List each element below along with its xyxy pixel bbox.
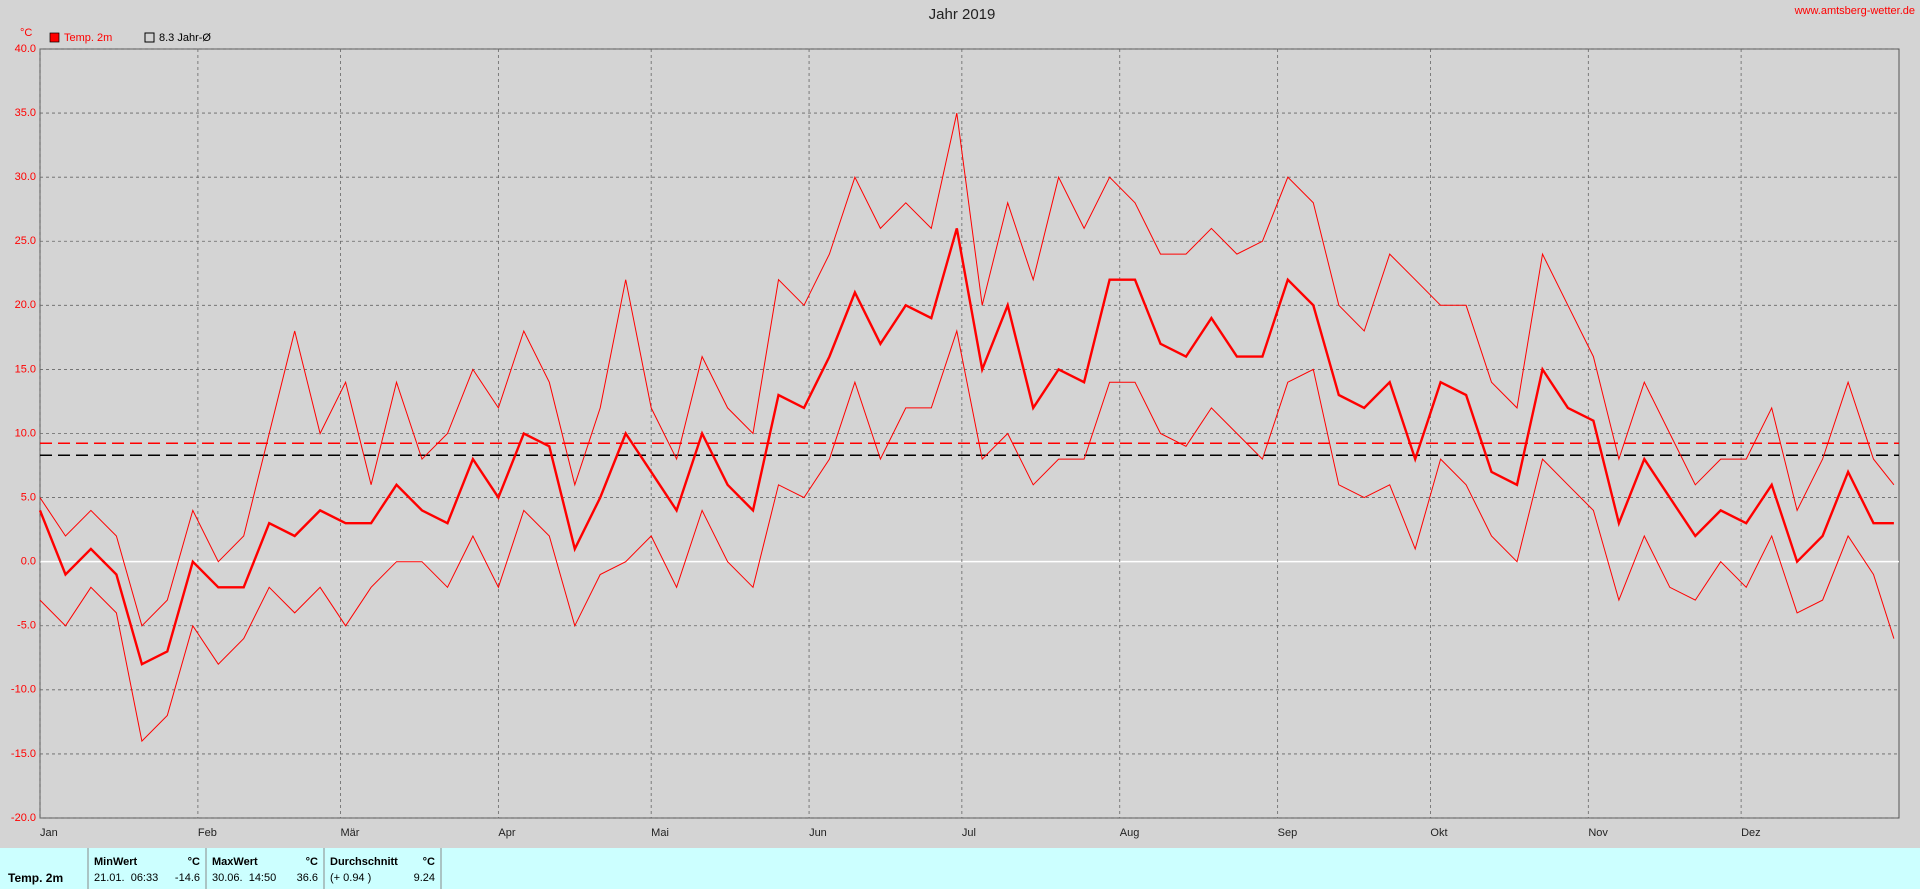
legend-label: Temp. 2m <box>64 32 112 44</box>
y-tick-label: 20.0 <box>15 299 36 311</box>
x-tick-label: Apr <box>498 827 515 839</box>
y-tick-label: -10.0 <box>11 684 36 696</box>
y-tick-label: 0.0 <box>21 556 36 568</box>
legend-label: 8.3 Jahr-Ø <box>159 32 211 44</box>
x-tick-label: Aug <box>1120 827 1140 839</box>
x-tick-label: Mai <box>651 827 669 839</box>
source: www.amtsberg-wetter.de <box>1794 5 1915 17</box>
x-tick-label: Feb <box>198 827 217 839</box>
y-tick-label: 5.0 <box>21 491 36 503</box>
y-tick-label: 40.0 <box>15 43 36 55</box>
stats-unit: °C <box>423 856 435 868</box>
legend-swatch <box>144 32 155 43</box>
series-line <box>38 228 1894 666</box>
y-tick-label: 25.0 <box>15 235 36 247</box>
series-line <box>39 329 1895 743</box>
stats-label: Temp. 2m <box>8 871 63 885</box>
legend-swatch <box>49 32 60 43</box>
y-tick-label: -5.0 <box>17 620 36 632</box>
stats-value: 9.24 <box>414 872 435 884</box>
stats-when: 30.06. 14:50 <box>212 872 276 884</box>
stats-unit: °C <box>188 856 200 868</box>
x-tick-label: Jul <box>962 827 976 839</box>
x-tick-label: Mär <box>340 827 359 839</box>
stats-unit: °C <box>306 856 318 868</box>
y-tick-label: 35.0 <box>15 107 36 119</box>
y-tick-label: 15.0 <box>15 363 36 375</box>
stats-title: Durchschnitt <box>330 856 398 868</box>
stats-title: MaxWert <box>212 856 258 868</box>
stats-when: 21.01. 06:33 <box>94 872 158 884</box>
series-line <box>39 112 1895 627</box>
y-tick-label: 30.0 <box>15 171 36 183</box>
stats-title: MinWert <box>94 856 138 868</box>
y-unit: °C <box>20 27 32 39</box>
stats-when: (+ 0.94 ) <box>330 872 371 884</box>
x-tick-label: Sep <box>1278 827 1298 839</box>
y-tick-label: -20.0 <box>11 812 36 824</box>
x-tick-label: Nov <box>1588 827 1608 839</box>
x-tick-label: Dez <box>1741 827 1761 839</box>
x-tick-label: Jan <box>40 827 58 839</box>
x-tick-label: Okt <box>1430 827 1447 839</box>
stats-panel <box>0 848 1920 889</box>
stats-value: -14.6 <box>175 872 200 884</box>
y-tick-label: -15.0 <box>11 748 36 760</box>
chart-title: Jahr 2019 <box>929 6 996 23</box>
x-tick-label: Jun <box>809 827 827 839</box>
y-tick-label: 10.0 <box>15 427 36 439</box>
stats-value: 36.6 <box>297 872 318 884</box>
